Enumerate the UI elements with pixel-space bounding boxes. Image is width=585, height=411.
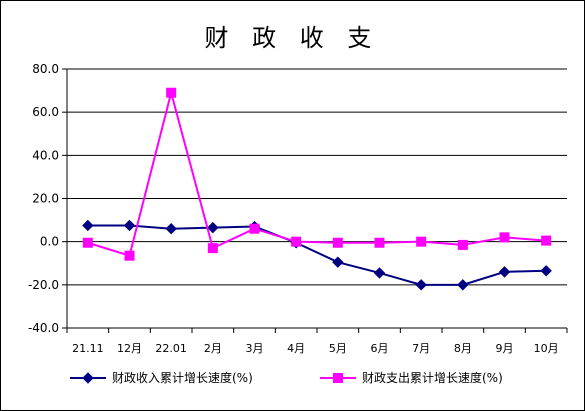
data-point	[82, 237, 93, 248]
data-point	[207, 221, 219, 234]
x-tick-label: 4月	[287, 342, 305, 355]
x-tick-label: 7月	[412, 342, 430, 355]
data-point	[373, 267, 386, 279]
x-tick-label: 6月	[371, 342, 389, 355]
legend-label: 财政收入累计增长速度(%)	[112, 370, 253, 385]
data-point	[332, 256, 344, 268]
y-tick-label: 20.0	[32, 192, 59, 206]
data-point	[207, 243, 218, 254]
data-point	[457, 239, 468, 250]
data-point	[416, 236, 427, 247]
legend-marker	[82, 372, 94, 384]
y-tick-label: 80.0	[32, 62, 59, 76]
legend-item-1: 财政收入累计增长速度(%)	[70, 370, 253, 385]
data-point	[249, 223, 260, 234]
chart-title: 财 政 收 支	[205, 24, 380, 52]
data-point	[540, 265, 552, 277]
data-point	[166, 87, 177, 98]
data-point	[332, 237, 343, 248]
data-point	[457, 279, 469, 291]
grid-layer	[67, 68, 567, 329]
data-point	[415, 279, 427, 291]
x-tick-label: 8月	[454, 342, 472, 355]
series-1	[82, 219, 552, 291]
x-tick-label: 5月	[329, 342, 347, 355]
series-line	[87, 88, 547, 257]
data-point	[541, 235, 552, 246]
x-tick-label: 3月	[246, 342, 264, 355]
data-point	[499, 232, 510, 243]
x-tick-label: 21.11	[72, 342, 104, 355]
data-point	[123, 219, 136, 232]
y-tick-label: 0.0	[40, 235, 59, 249]
axis-layer: 80.0 60.0 40.0 20.0 0.0 -20.0 -40.0 21.11 12月 22.…	[28, 62, 568, 355]
data-point	[374, 237, 385, 248]
x-tick-label: 2月	[204, 342, 222, 355]
x-tick-label: 12月	[117, 342, 142, 355]
y-tick-label: -40.0	[28, 321, 59, 335]
y-tick-label: 60.0	[32, 105, 59, 119]
data-point	[82, 219, 94, 232]
data-point	[498, 266, 511, 278]
y-tick-label: 40.0	[32, 148, 59, 162]
x-tick-label: 9月	[496, 342, 514, 355]
data-point	[165, 223, 177, 235]
data-point	[291, 236, 302, 247]
series-layer	[82, 87, 552, 291]
series-2	[82, 87, 552, 261]
x-tick-label: 10月	[534, 342, 559, 355]
y-tick-label: -20.0	[28, 278, 59, 292]
data-point	[124, 250, 135, 261]
legend-item-2: 财政支出累计增长速度(%)	[320, 370, 503, 385]
x-tick-label: 22.01	[155, 342, 187, 355]
legend: 财政收入累计增长速度(%) 财政支出累计增长速度(%)	[70, 370, 503, 385]
legend-label: 财政支出累计增长速度(%)	[362, 370, 503, 385]
series-line	[87, 224, 547, 286]
legend-marker	[333, 373, 343, 383]
